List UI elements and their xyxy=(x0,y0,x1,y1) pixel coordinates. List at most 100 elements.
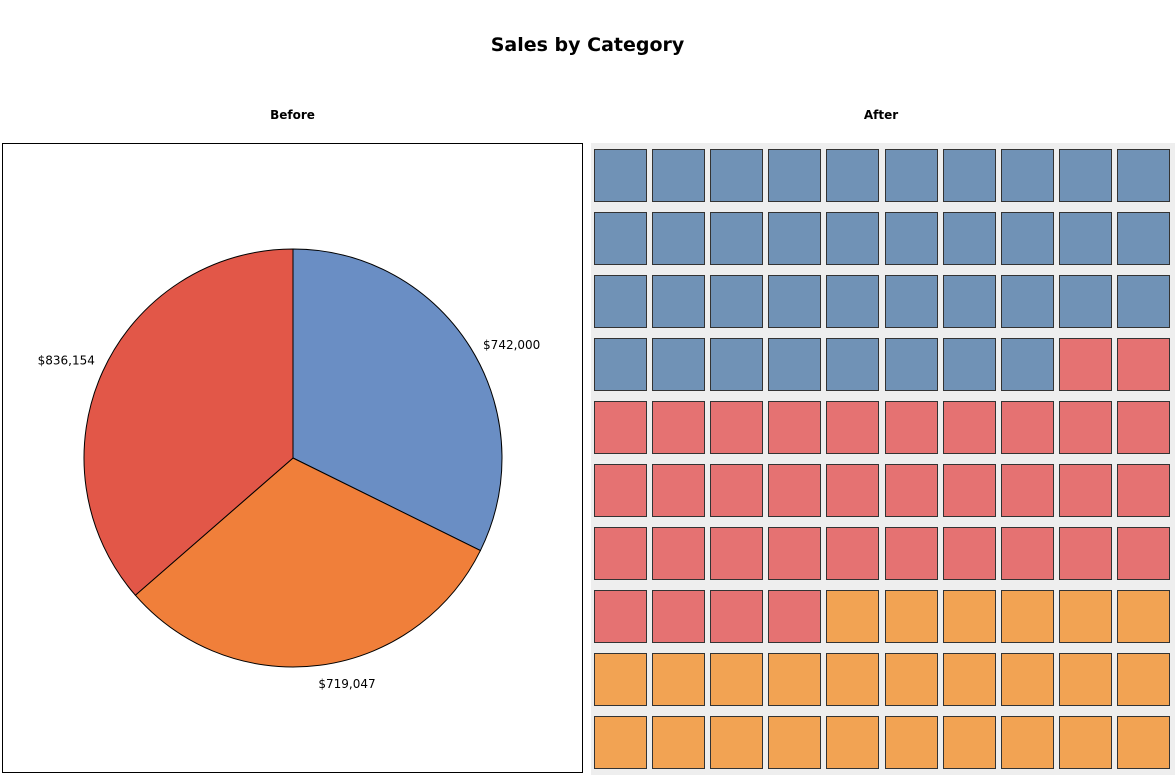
waffle-cell xyxy=(942,338,996,391)
waffle-cell xyxy=(710,338,764,391)
waffle-cell xyxy=(1116,590,1170,643)
waffle-cell xyxy=(884,149,938,202)
waffle-cell xyxy=(1058,590,1112,643)
pie-slice xyxy=(134,457,482,668)
waffle-cell xyxy=(942,275,996,328)
waffle-cell xyxy=(1000,653,1054,706)
waffle-cell xyxy=(942,527,996,580)
waffle-cell xyxy=(710,401,764,454)
waffle-cell xyxy=(884,275,938,328)
waffle-cell xyxy=(652,275,706,328)
waffle-cell xyxy=(710,716,764,769)
waffle-cell xyxy=(942,590,996,643)
waffle-cell xyxy=(652,338,706,391)
waffle-cell xyxy=(652,527,706,580)
waffle-cell xyxy=(594,338,647,391)
waffle-cell xyxy=(1000,590,1054,643)
pie-slice xyxy=(292,248,503,552)
waffle-cell xyxy=(826,212,880,265)
waffle-cell xyxy=(594,149,647,202)
waffle-cell xyxy=(710,149,764,202)
waffle-cell xyxy=(1000,212,1054,265)
waffle-cell xyxy=(1058,653,1112,706)
waffle-cell xyxy=(884,653,938,706)
waffle-cell xyxy=(884,401,938,454)
waffle-cell xyxy=(884,716,938,769)
waffle-cell xyxy=(710,275,764,328)
waffle-cell xyxy=(652,464,706,517)
waffle-cell xyxy=(652,149,706,202)
waffle-cell xyxy=(594,401,647,454)
waffle-cell xyxy=(594,212,647,265)
waffle-cell xyxy=(1058,527,1112,580)
waffle-cell xyxy=(1000,716,1054,769)
waffle-cell xyxy=(1000,464,1054,517)
waffle-cell xyxy=(652,590,706,643)
waffle-cell xyxy=(826,149,880,202)
waffle-cell xyxy=(942,464,996,517)
waffle-cell xyxy=(1058,401,1112,454)
waffle-cell xyxy=(594,716,647,769)
waffle-cell xyxy=(1116,464,1170,517)
waffle-cell xyxy=(710,653,764,706)
waffle-cell xyxy=(826,527,880,580)
waffle-cell xyxy=(826,338,880,391)
waffle-cell xyxy=(884,338,938,391)
waffle-cell xyxy=(768,716,822,769)
waffle-cell xyxy=(1000,338,1054,391)
waffle-cell xyxy=(1116,527,1170,580)
waffle-cell xyxy=(1116,653,1170,706)
waffle-cell xyxy=(594,590,647,643)
waffle-cell xyxy=(1058,149,1112,202)
pie-data-label: $742,000 xyxy=(483,338,540,352)
waffle-cell xyxy=(1116,716,1170,769)
waffle-cell xyxy=(652,401,706,454)
waffle-cell xyxy=(942,212,996,265)
after-chart-title: After xyxy=(863,108,899,122)
waffle-cell xyxy=(1058,275,1112,328)
pie-slice xyxy=(83,248,294,596)
waffle-cell xyxy=(768,149,822,202)
waffle-cell xyxy=(1116,275,1170,328)
pie-data-label: $719,047 xyxy=(318,677,375,691)
waffle-cell xyxy=(884,527,938,580)
waffle-cell xyxy=(710,527,764,580)
waffle-cell xyxy=(1000,275,1054,328)
waffle-cell xyxy=(1116,212,1170,265)
waffle-cell xyxy=(826,275,880,328)
waffle-cell xyxy=(652,212,706,265)
pie-chart-panel: $742,000 $719,047 $836,154 xyxy=(2,143,583,773)
waffle-cell xyxy=(1116,401,1170,454)
waffle-cell xyxy=(1058,338,1112,391)
waffle-cell xyxy=(768,653,822,706)
waffle-cell xyxy=(884,464,938,517)
waffle-cell xyxy=(594,275,647,328)
waffle-cell xyxy=(1058,716,1112,769)
waffle-cell xyxy=(768,590,822,643)
waffle-cell xyxy=(826,716,880,769)
waffle-cell xyxy=(942,149,996,202)
waffle-cell xyxy=(768,275,822,328)
waffle-cell xyxy=(1058,464,1112,517)
waffle-cell xyxy=(826,590,880,643)
waffle-cell xyxy=(1116,338,1170,391)
waffle-cell xyxy=(1116,149,1170,202)
waffle-cell xyxy=(768,212,822,265)
waffle-cell xyxy=(768,338,822,391)
waffle-cell xyxy=(1000,401,1054,454)
waffle-cell xyxy=(884,212,938,265)
waffle-cell xyxy=(652,653,706,706)
waffle-cell xyxy=(768,401,822,454)
pie-data-label: $836,154 xyxy=(38,354,95,368)
waffle-cell xyxy=(594,653,647,706)
waffle-cell xyxy=(768,464,822,517)
chart-title: Sales by Category xyxy=(490,34,685,56)
waffle-cell xyxy=(826,464,880,517)
pie-chart: $742,000 $719,047 $836,154 xyxy=(38,248,540,691)
waffle-cell xyxy=(1058,212,1112,265)
waffle-cell xyxy=(942,716,996,769)
waffle-cell xyxy=(1000,527,1054,580)
waffle-cell xyxy=(942,653,996,706)
waffle-cell xyxy=(710,464,764,517)
waffle-cell xyxy=(710,212,764,265)
